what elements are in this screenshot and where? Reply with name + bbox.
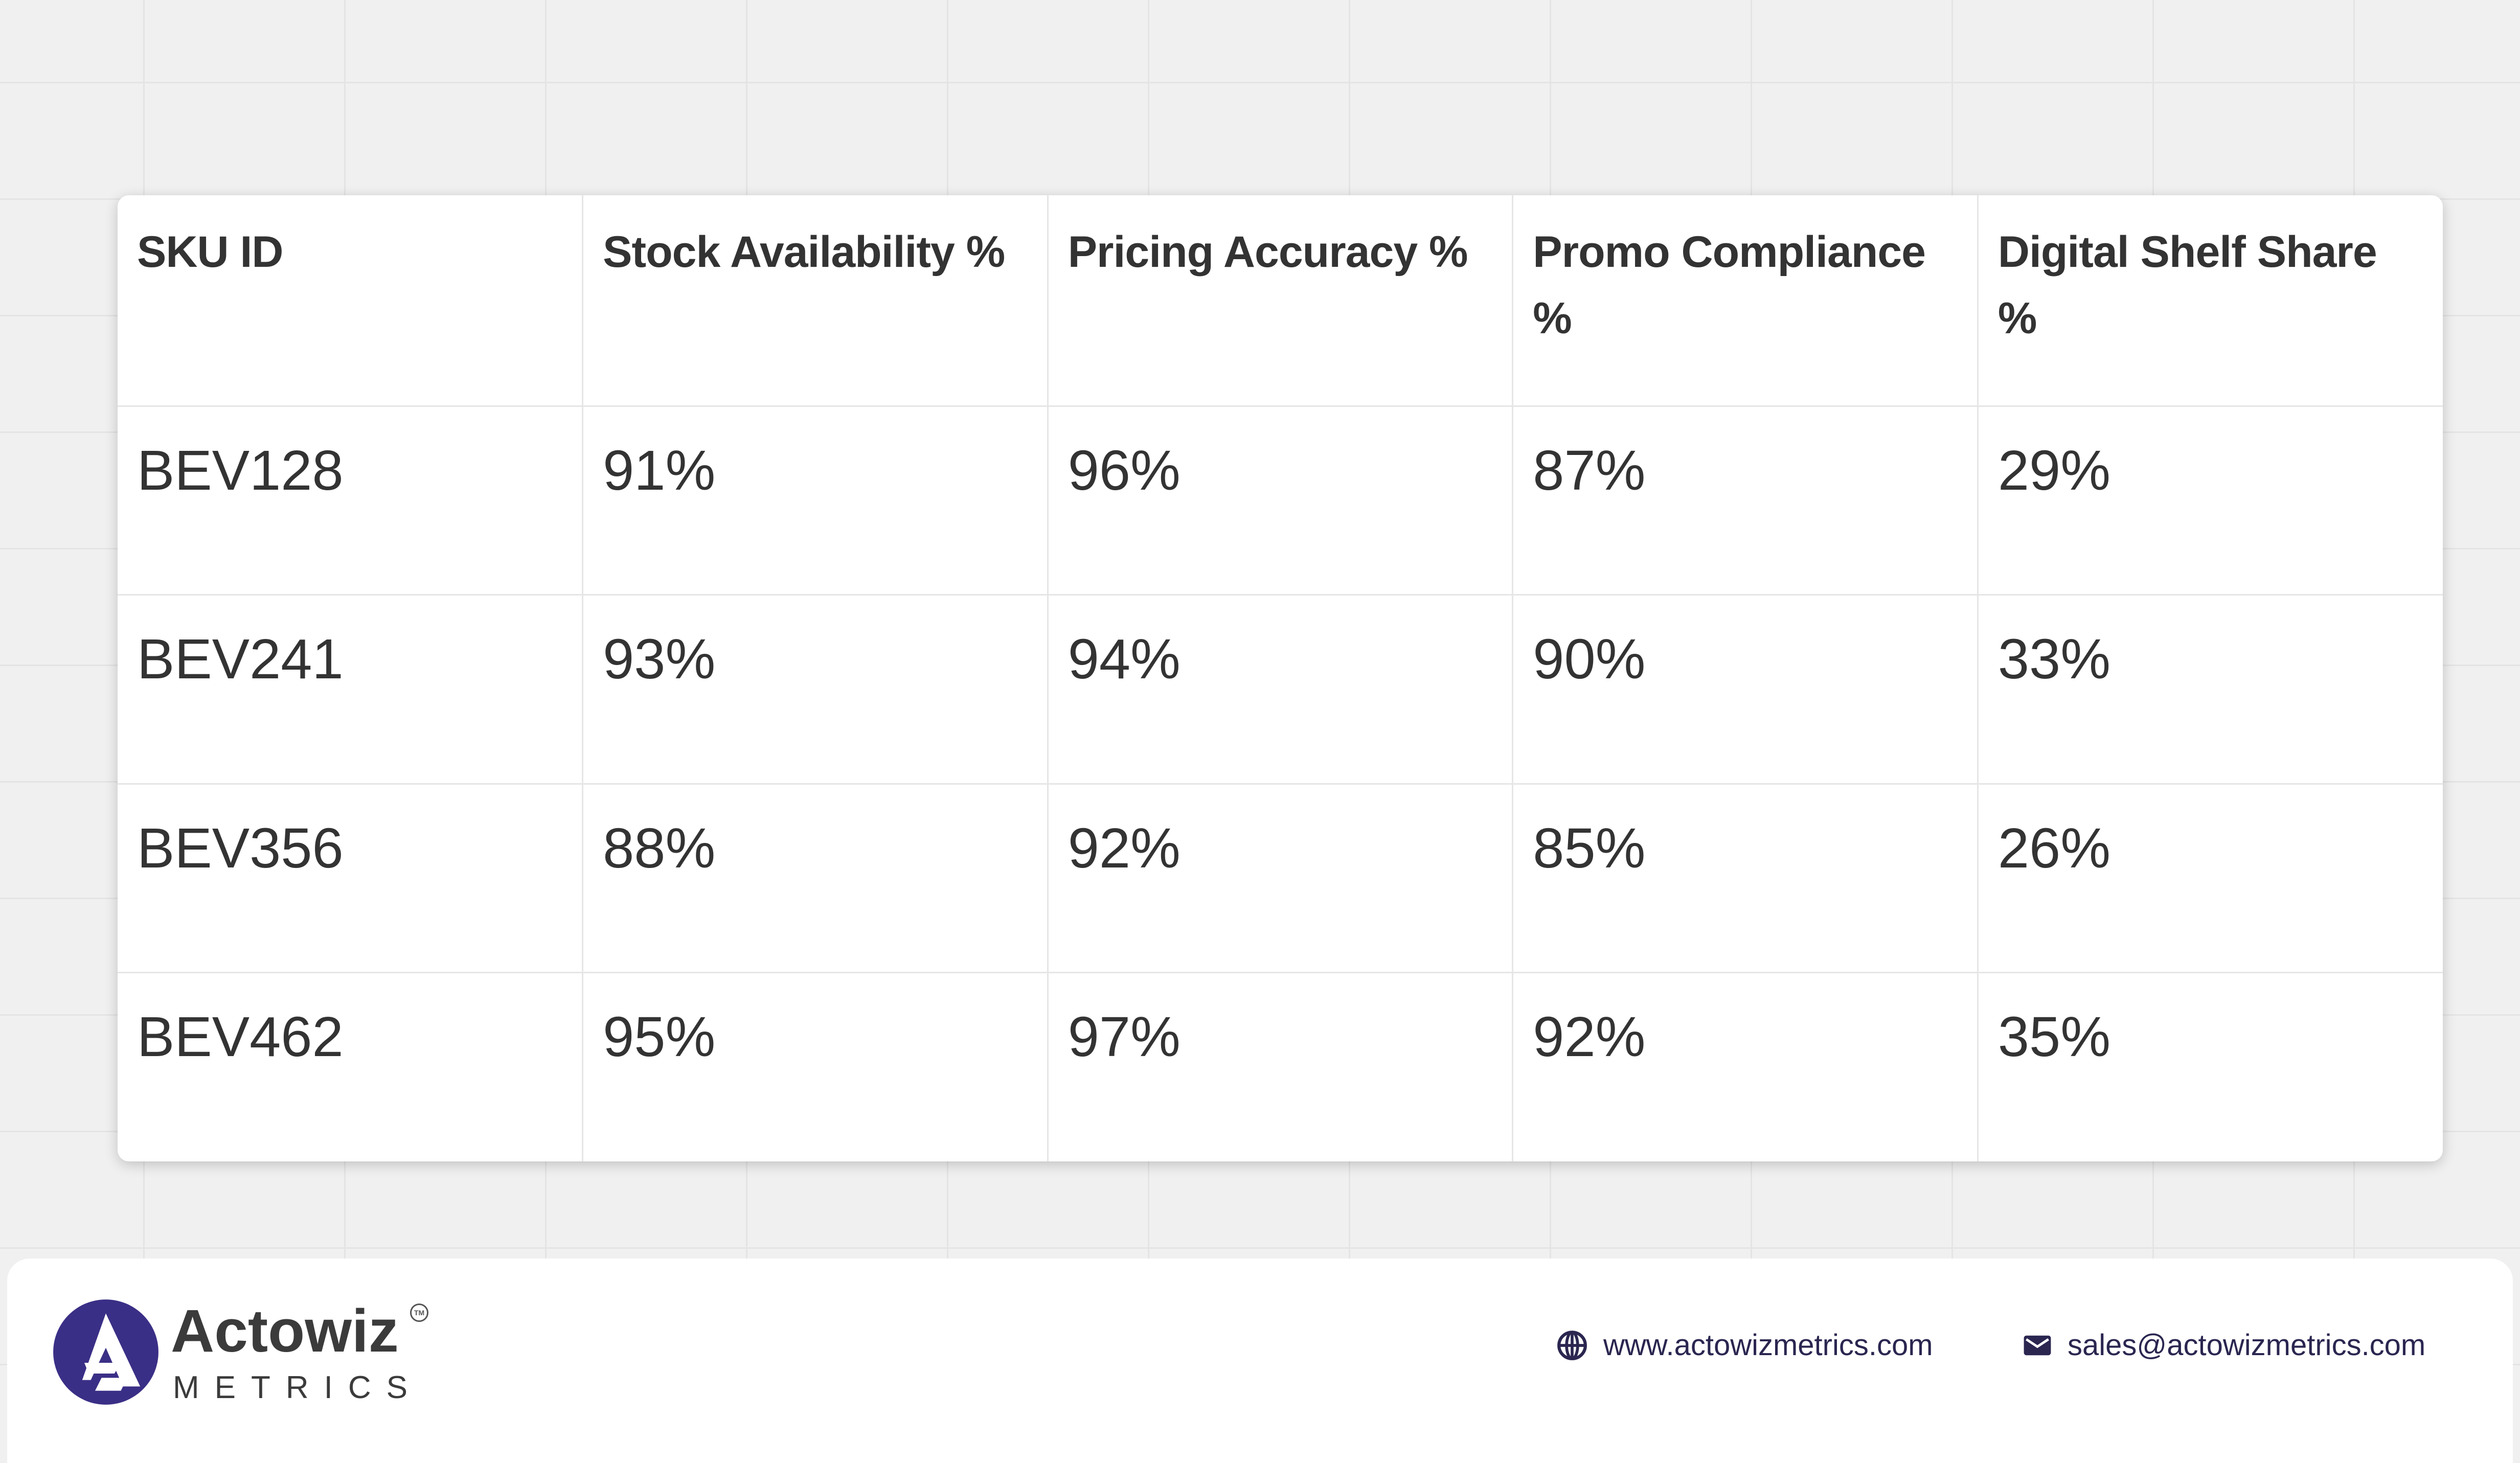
cell-sku-id: BEV462 xyxy=(118,972,584,1161)
cell-stock-availability: 88% xyxy=(582,784,1049,973)
cell-digital-shelf-share: 29% xyxy=(1978,406,2443,596)
table-row: BEV356 88% 92% 85% 26% xyxy=(118,784,2443,973)
sku-metrics-table: SKU ID Stock Availability % Pricing Accu… xyxy=(118,195,2443,1161)
cell-promo-compliance: 92% xyxy=(1512,972,1979,1161)
brand-name: Actowiz xyxy=(171,1297,399,1365)
cell-digital-shelf-share: 26% xyxy=(1978,784,2443,973)
website-link[interactable]: www.actowizmetrics.com xyxy=(1556,1325,1933,1366)
header-digital-shelf-share: Digital Shelf Share % xyxy=(1978,195,2443,407)
envelope-icon xyxy=(2024,1335,2051,1356)
brand-logo[interactable]: Actowiz TM METRICS xyxy=(52,1298,441,1411)
cell-stock-availability: 93% xyxy=(582,595,1049,785)
cell-pricing-accuracy: 92% xyxy=(1048,784,1514,973)
header-sku-id: SKU ID xyxy=(118,195,584,407)
cell-digital-shelf-share: 33% xyxy=(1978,595,2443,785)
cell-promo-compliance: 85% xyxy=(1512,784,1979,973)
cell-sku-id: BEV128 xyxy=(118,406,584,596)
website-text: www.actowizmetrics.com xyxy=(1603,1329,1933,1362)
header-pricing-accuracy: Pricing Accuracy % xyxy=(1048,195,1514,407)
cell-pricing-accuracy: 96% xyxy=(1048,406,1514,596)
table-row: BEV128 91% 96% 87% 29% xyxy=(118,406,2443,596)
trademark-symbol: TM xyxy=(410,1304,428,1322)
cell-sku-id: BEV241 xyxy=(118,595,584,785)
data-table-card: SKU ID Stock Availability % Pricing Accu… xyxy=(118,195,2443,1161)
cell-pricing-accuracy: 94% xyxy=(1048,595,1514,785)
cell-promo-compliance: 87% xyxy=(1512,406,1979,596)
header-stock-availability: Stock Availability % xyxy=(582,195,1049,407)
table-header-row: SKU ID Stock Availability % Pricing Accu… xyxy=(118,195,2443,407)
footer-bar: Actowiz TM METRICS www.actowizmetrics.co… xyxy=(7,1259,2513,1463)
cell-pricing-accuracy: 97% xyxy=(1048,972,1514,1161)
cell-digital-shelf-share: 35% xyxy=(1997,1005,2111,1068)
brand-subtitle: METRICS xyxy=(173,1370,423,1405)
table-row: BEV462 95% 97% 92% 35% xyxy=(118,972,2443,1161)
header-promo-compliance: Promo Compliance % xyxy=(1512,195,1979,407)
cell-stock-availability: 95% xyxy=(582,972,1049,1161)
table-row: BEV241 93% 94% 90% 33% xyxy=(118,595,2443,785)
email-link[interactable]: sales@actowizmetrics.com xyxy=(2023,1325,2425,1366)
globe-icon xyxy=(1557,1331,1587,1360)
actowiz-logo-icon xyxy=(53,1299,158,1405)
email-text: sales@actowizmetrics.com xyxy=(2068,1329,2426,1362)
cell-stock-availability: 91% xyxy=(582,406,1049,596)
cell-sku-id: BEV356 xyxy=(118,784,584,973)
cell-promo-compliance: 90% xyxy=(1512,595,1979,785)
